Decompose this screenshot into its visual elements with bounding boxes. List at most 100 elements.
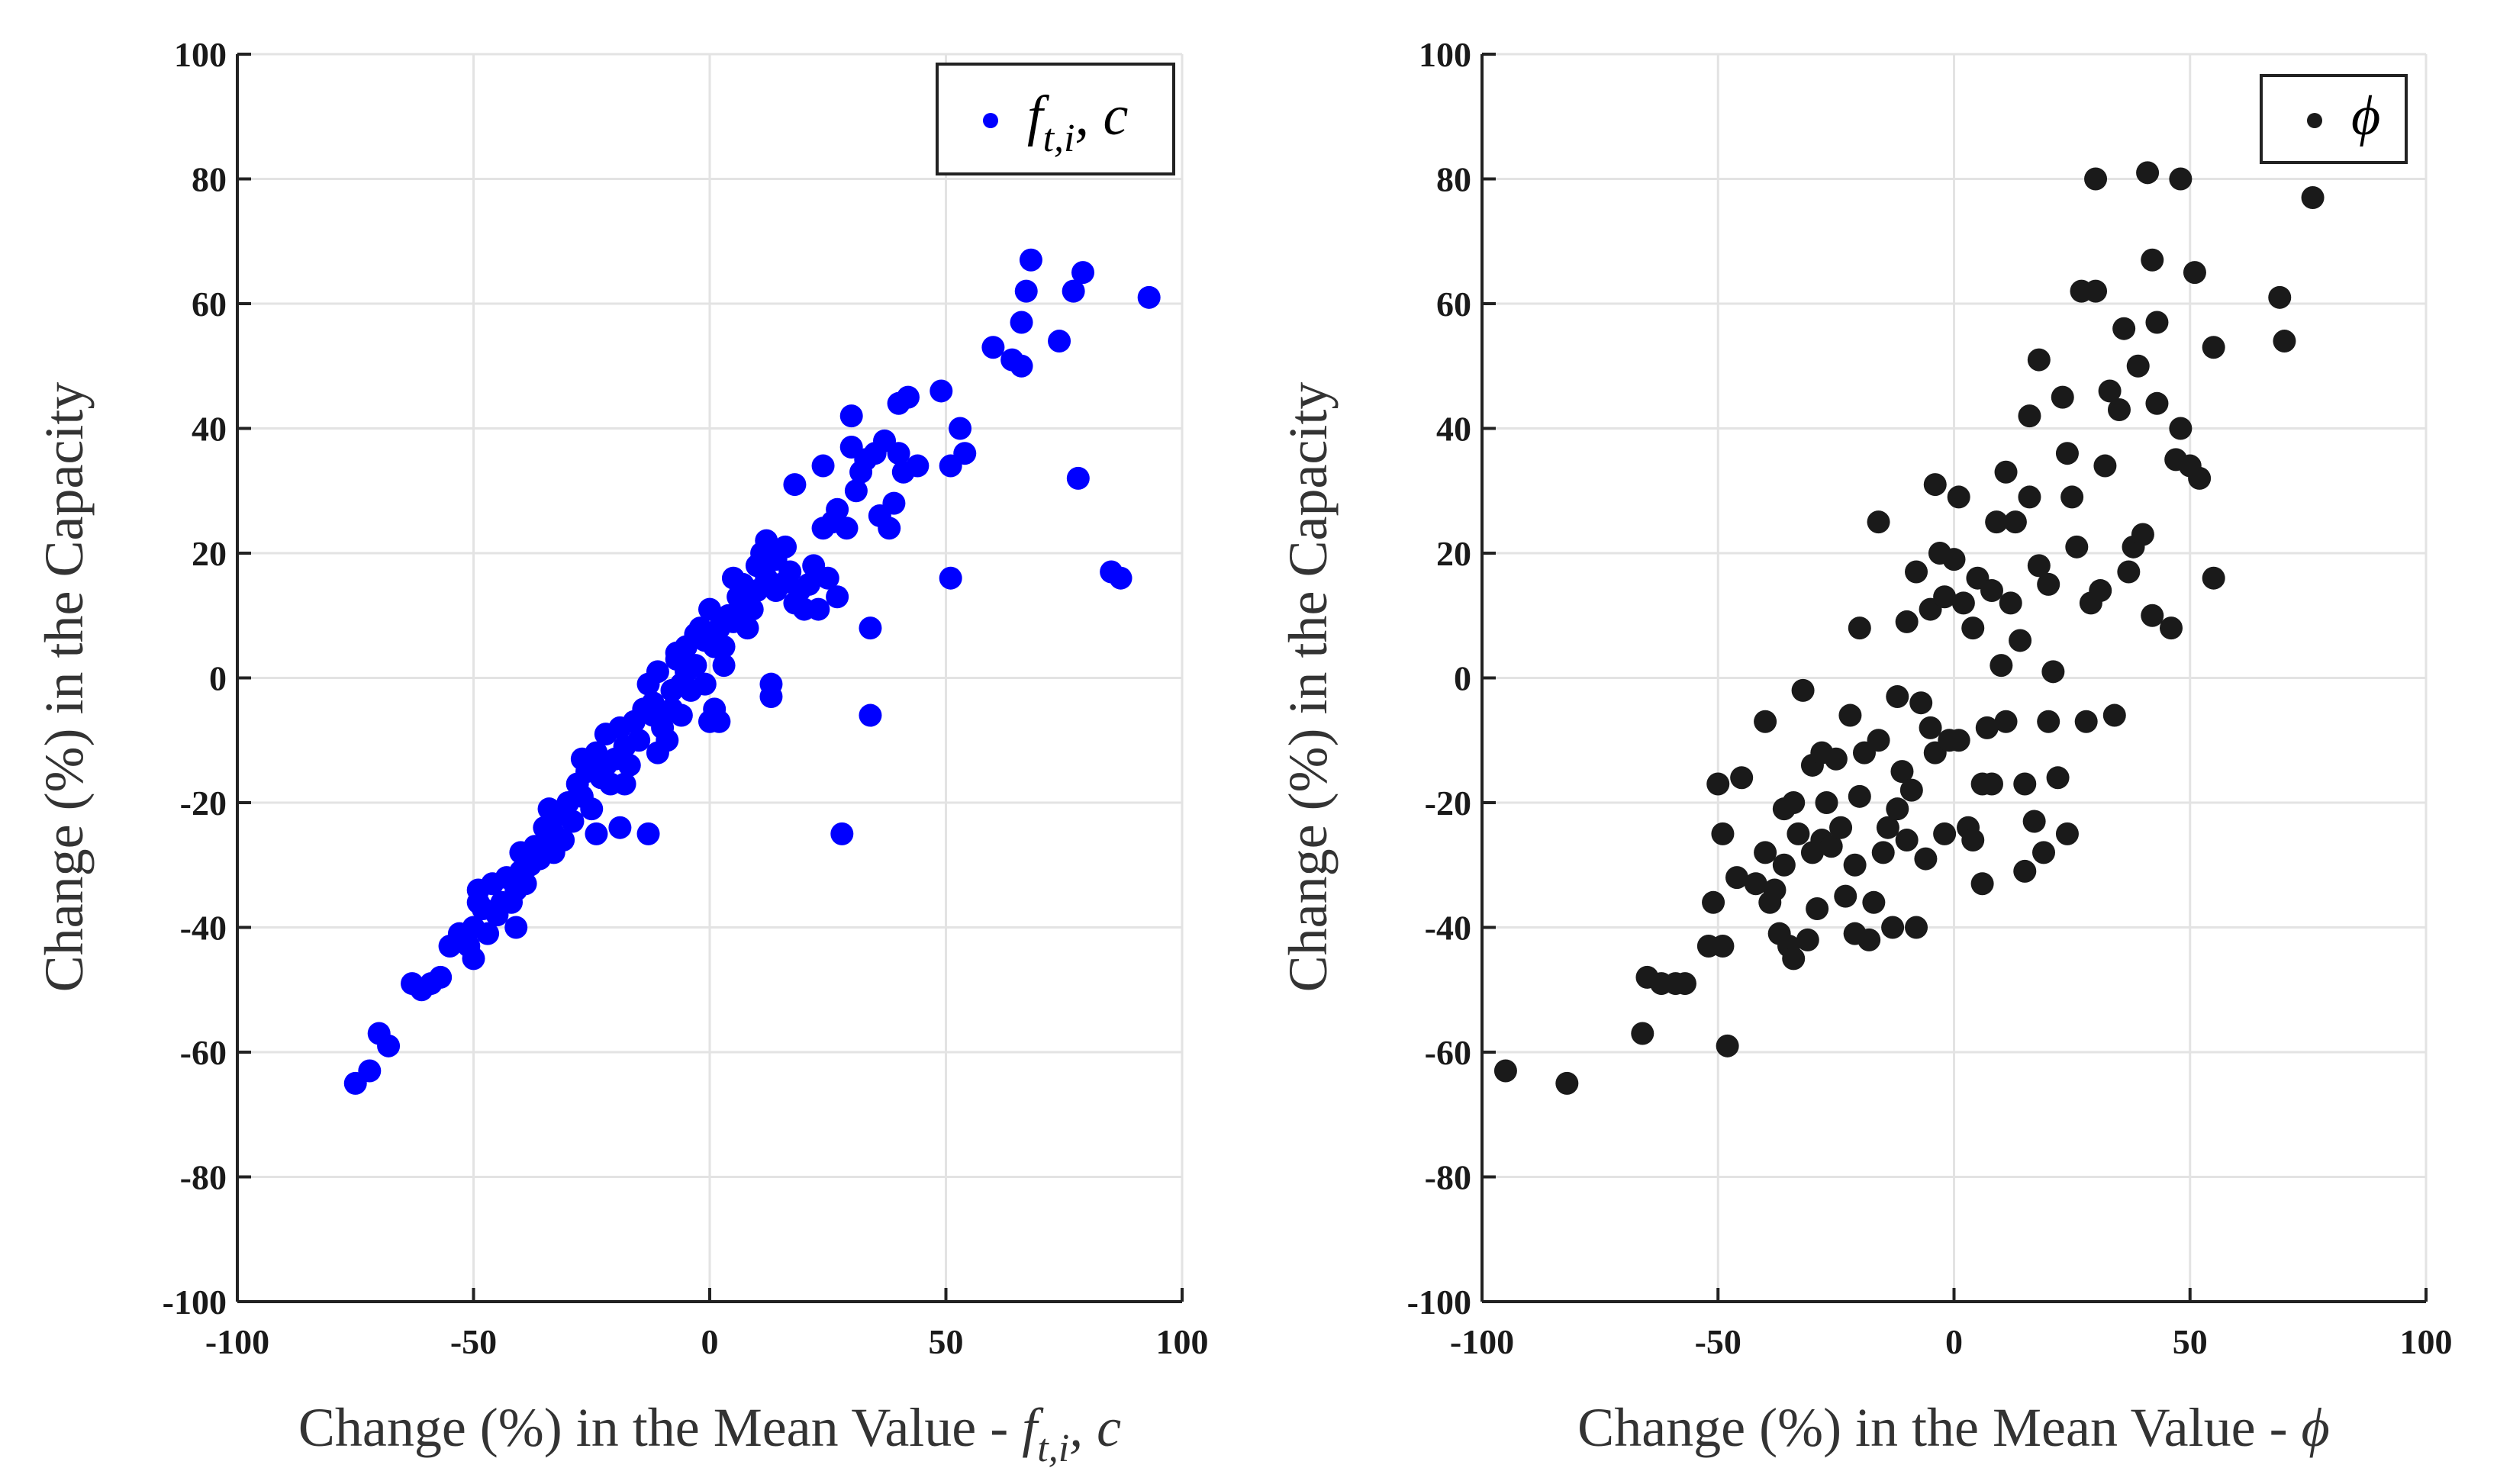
chart-1-data-point <box>2093 454 2117 478</box>
chart-0-legend-box <box>936 63 1175 175</box>
chart-1-grid <box>1480 53 2428 1303</box>
chart-1-data-point <box>2027 554 2051 578</box>
chart-1-y-tick-label: -20 <box>1425 784 1471 822</box>
chart-1-data-point <box>2160 616 2183 640</box>
chart-0-data-point <box>358 1059 382 1083</box>
chart-0-data-point <box>844 479 868 503</box>
chart-1-legend-marker <box>2307 113 2322 128</box>
chart-0-data-point <box>859 616 882 640</box>
chart-0-data-point <box>953 442 977 465</box>
chart-1-data-point <box>1711 822 1735 845</box>
chart-0-data-point <box>641 691 665 715</box>
chart-1-data-point <box>1895 829 1919 852</box>
chart-0-data-point <box>896 385 920 409</box>
chart-0-data-point <box>807 597 830 621</box>
chart-0-data-point <box>887 442 910 465</box>
chart-1-data-point <box>1951 591 1975 615</box>
chart-1-data-point <box>1886 685 1909 709</box>
chart-1-data-point <box>1838 703 1862 727</box>
chart-1-data-point <box>2084 279 2108 303</box>
chart-1-data-point <box>1702 890 1725 914</box>
chart-1-data-point <box>1881 916 1905 939</box>
chart-1-data-point <box>1947 729 1970 752</box>
chart-1-legend: ϕ <box>2260 74 2408 164</box>
chart-1-data-point <box>1919 716 1942 739</box>
chart-0-legend: ft,i, c <box>936 63 1175 175</box>
chart-0-data-point <box>377 1034 401 1057</box>
chart-1-data-point <box>2055 442 2079 465</box>
chart-0-data-point <box>740 597 764 621</box>
chart-0-data-point <box>580 797 604 821</box>
chart-1-data-point <box>2003 510 2027 534</box>
chart-0-data-point <box>669 703 693 727</box>
chart-1-data-point <box>1857 928 1881 951</box>
chart-0-data-point <box>930 379 953 403</box>
chart-0-data-point <box>878 517 901 540</box>
chart-1-x-tick-label: 50 <box>2173 1322 2208 1361</box>
chart-0-data-point <box>707 710 731 733</box>
chart-1-data-point <box>1819 835 1843 858</box>
chart-1-data-point <box>1782 947 1806 971</box>
chart-0-data-point <box>783 473 807 497</box>
chart-0-data-point <box>608 816 632 839</box>
chart-1-data-point <box>2126 354 2150 378</box>
chart-1-y-tick-label: -100 <box>1407 1283 1471 1321</box>
chart-0-data-point <box>684 654 707 678</box>
chart-1-data-point <box>1909 691 1933 715</box>
chart-1-data-point <box>2112 317 2136 340</box>
chart-1-data-point <box>2117 560 2141 584</box>
chart-1-data-point <box>1914 847 1938 871</box>
chart-1-data-point <box>2032 841 2056 864</box>
chart-0-data-point <box>585 822 608 845</box>
chart-1-data-point <box>1886 797 1909 821</box>
chart-0-data-point <box>949 417 972 440</box>
chart-0-data-point <box>1066 466 1090 490</box>
chart-0-data-point <box>835 517 859 540</box>
chart-1-data-point <box>2169 167 2193 191</box>
chart-0-x-tick-label: 0 <box>701 1322 719 1361</box>
chart-0-data-point <box>561 810 585 833</box>
chart-1-data-point <box>1867 729 1890 752</box>
chart-1-y-axis-label: Change (%) in the Capacity <box>1277 382 1339 993</box>
chart-1-data-point <box>1876 816 1899 839</box>
chart-1-data-point <box>1763 878 1787 902</box>
chart-1-data-point <box>2169 417 2193 440</box>
chart-1-data-point <box>2202 336 2225 359</box>
chart-0-data-point <box>1071 261 1095 285</box>
chart-1-points <box>1493 161 2325 1095</box>
chart-1-y-tick-label: 60 <box>1436 285 1471 324</box>
chart-1-data-point <box>1961 616 1985 640</box>
chart-1-data-point <box>2018 485 2041 509</box>
chart-0-data-point <box>712 654 736 678</box>
chart-1-data-point <box>1730 766 1754 790</box>
chart-1-data-point <box>1980 772 2003 796</box>
chart-1-data-point <box>1791 678 1815 702</box>
right-scatter-panel: 100 80 60 40 20 0 -20 -40 -60 -80 -100-100 -50 0 50 10… <box>1277 35 2453 1458</box>
chart-1-data-point <box>2102 703 2126 727</box>
chart-1-data-point <box>1990 654 2013 678</box>
chart-0-data-point <box>981 336 1005 359</box>
chart-0-points <box>343 248 1161 1095</box>
chart-1-data-point <box>1890 760 1914 784</box>
chart-0-y-tick-label: -100 <box>163 1283 227 1321</box>
chart-1-data-point <box>1980 579 2003 603</box>
chart-1-data-point <box>2273 330 2296 353</box>
chart-1-data-point <box>2183 261 2206 285</box>
chart-0-y-tick-label: 40 <box>192 410 227 449</box>
chart-1-x-tick-label: -50 <box>1695 1322 1741 1361</box>
chart-1-data-point <box>1555 1071 1579 1095</box>
chart-1-data-point <box>1895 610 1919 633</box>
chart-0-data-point <box>514 872 537 896</box>
chart-0-x-axis-label: Change (%) in the Mean Value - ft,i, c <box>298 1397 1121 1470</box>
chart-1-data-point <box>2074 710 2098 733</box>
chart-1-y-tick-label: 80 <box>1436 160 1471 199</box>
chart-1-data-point <box>2131 523 2154 546</box>
chart-1-data-point <box>1985 510 2009 534</box>
chart-1-y-tick-label: -40 <box>1425 909 1471 948</box>
chart-1-data-point <box>2089 579 2112 603</box>
chart-1-data-point <box>1994 710 2018 733</box>
chart-1-data-point <box>2301 186 2325 210</box>
chart-1-y-tick-label: -80 <box>1425 1158 1471 1197</box>
chart-1-y-tick-label: 40 <box>1436 410 1471 449</box>
